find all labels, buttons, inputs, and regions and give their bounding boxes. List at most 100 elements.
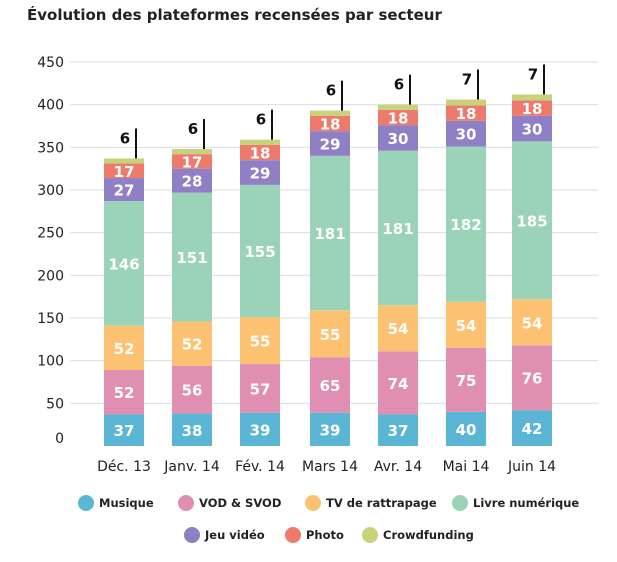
bar-segment (104, 163, 144, 179)
bar-segment (512, 410, 552, 446)
data-label: 38 (182, 422, 203, 440)
bar-segment (446, 120, 486, 147)
data-label: 75 (456, 372, 477, 390)
bar-segment (240, 139, 280, 145)
bar-segment (172, 413, 212, 446)
chart-title: Évolution des plateformes recensées par … (27, 6, 442, 24)
bar-segment (240, 317, 280, 365)
x-tick-label: Mars 14 (302, 459, 358, 475)
data-label: 6 (326, 82, 336, 100)
x-tick-label: Juin 14 (507, 459, 556, 475)
bar-segment (310, 357, 350, 413)
bar-segment (512, 299, 552, 346)
legend-label: Photo (306, 528, 344, 542)
data-label: 52 (114, 340, 135, 358)
data-label: 182 (450, 216, 481, 234)
bar-segment (378, 414, 418, 446)
bar-segment (172, 168, 212, 193)
x-tick-label: Déc. 13 (97, 459, 151, 475)
bar-segment (378, 125, 418, 151)
data-label: 42 (522, 420, 543, 438)
bar-segment (104, 370, 144, 415)
x-tick-label: Fév. 14 (235, 459, 285, 475)
bar-segment (104, 325, 144, 371)
data-label: 30 (388, 130, 409, 148)
bar-segment (512, 141, 552, 300)
legend-swatch (452, 495, 468, 511)
data-label: 27 (114, 182, 135, 200)
data-label: 65 (320, 377, 341, 395)
legend-label: VOD & SVOD (199, 496, 281, 510)
data-label: 17 (182, 153, 203, 171)
bar-segment (240, 160, 280, 185)
data-label: 55 (320, 326, 341, 344)
bar-segment (378, 150, 418, 306)
data-label: 29 (250, 165, 271, 183)
y-tick-label: 150 (37, 311, 64, 327)
data-label: 6 (394, 76, 404, 94)
bar-segment (446, 301, 486, 348)
data-label: 7 (462, 71, 472, 89)
data-label: 7 (528, 65, 538, 83)
data-label: 37 (388, 422, 409, 440)
bar-segment (240, 364, 280, 413)
legend-label: TV de rattrapage (326, 496, 437, 510)
data-label: 17 (114, 163, 135, 181)
bar-segment (512, 345, 552, 411)
bar-segment (240, 184, 280, 318)
x-tick-label: Janv. 14 (163, 459, 220, 475)
y-tick-label: 350 (37, 140, 64, 156)
data-label: 6 (120, 129, 130, 147)
data-label: 54 (522, 314, 543, 332)
data-label: 18 (320, 115, 341, 133)
y-tick-label: 300 (37, 183, 64, 199)
data-label: 54 (456, 317, 477, 335)
data-label: 146 (108, 255, 139, 273)
data-label: 151 (176, 249, 207, 267)
y-tick-label: 450 (37, 55, 64, 71)
data-label: 39 (250, 421, 271, 439)
data-label: 155 (244, 243, 275, 261)
legend-label: Crowdfunding (383, 528, 474, 542)
data-label: 181 (314, 225, 345, 243)
legend-label: Musique (99, 496, 154, 510)
legend-label: Livre numérique (473, 496, 579, 510)
data-label: 55 (250, 333, 271, 351)
data-label: 6 (188, 120, 198, 138)
y-tick-label: 50 (46, 396, 64, 412)
data-label: 185 (516, 212, 547, 230)
bar-segment (512, 115, 552, 142)
data-label: 54 (388, 320, 409, 338)
bar-segment (378, 104, 418, 110)
x-tick-label: Avr. 14 (374, 459, 422, 475)
legend-swatch (362, 527, 378, 543)
y-tick-label: 400 (37, 98, 64, 114)
data-label: 52 (182, 336, 203, 354)
bar-segment (172, 154, 212, 169)
bar-segment (240, 412, 280, 446)
data-label: 18 (388, 109, 409, 127)
bar-segment (104, 201, 144, 326)
data-label: 76 (522, 370, 543, 388)
data-label: 18 (456, 105, 477, 123)
y-tick-label: 200 (37, 268, 64, 284)
bar-segment (104, 178, 144, 202)
y-tick-label: 250 (37, 226, 64, 242)
bar-segment (512, 100, 552, 116)
data-label: 18 (250, 144, 271, 162)
bar-segment (378, 351, 418, 415)
data-label: 181 (382, 220, 413, 238)
bar-segment (378, 305, 418, 352)
bar-segment (172, 192, 212, 322)
x-tick-label: Mai 14 (443, 459, 490, 475)
bar-segment (446, 105, 486, 121)
data-label: 57 (250, 380, 271, 398)
data-label: 52 (114, 384, 135, 402)
data-label: 37 (114, 422, 135, 440)
bar-segment (446, 146, 486, 302)
bar-segment (310, 131, 350, 156)
bar-segment (172, 365, 212, 414)
legend-swatch (78, 495, 94, 511)
bar-segment (240, 144, 280, 161)
